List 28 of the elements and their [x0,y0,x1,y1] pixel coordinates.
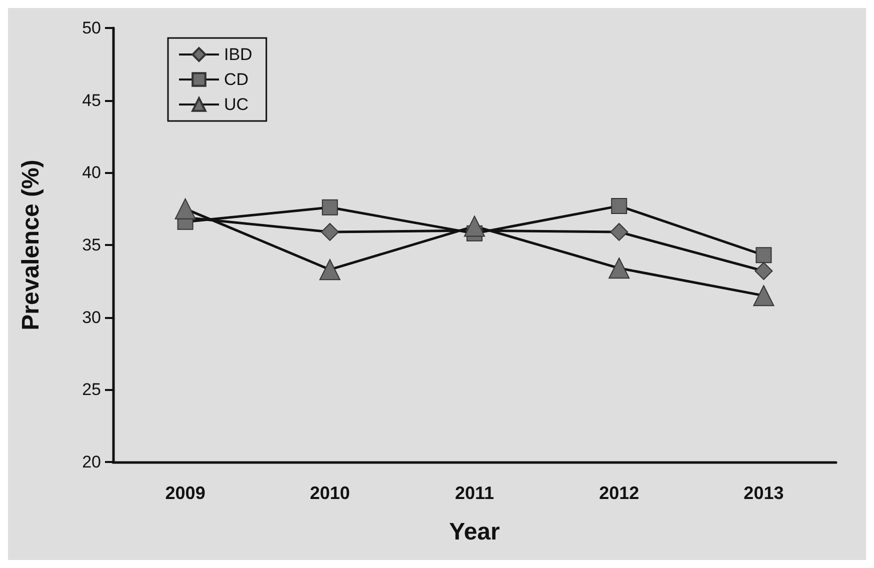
x-tick-label: 2012 [599,483,640,503]
y-tick-label: 45 [82,90,101,110]
point [610,222,628,241]
y-tick-label: 25 [82,380,101,400]
point [753,285,774,306]
x-tick-label: 2010 [310,483,350,503]
legend-label: IBD [224,45,252,64]
point [608,258,630,279]
legend-label: UC [224,95,249,114]
legend-label: CD [224,70,249,89]
x-tick-label: 2009 [165,483,206,503]
point [322,199,338,216]
point [174,198,196,220]
point [754,262,773,280]
point [611,198,628,214]
y-tick-label: 40 [82,163,101,182]
x-tick-label: 2013 [744,483,784,503]
y-tick-label: 20 [82,452,101,472]
point [756,247,772,264]
x-tick-label: 2011 [454,483,494,503]
point [464,216,485,237]
y-axis-title: Prevalence (%) [18,160,44,330]
point [320,222,339,241]
x-axis-title: Year [449,518,500,546]
point [319,259,340,280]
y-tick-label: 35 [82,236,101,254]
y-tick-label: 50 [82,18,101,38]
y-tick-label: 30 [82,308,101,327]
